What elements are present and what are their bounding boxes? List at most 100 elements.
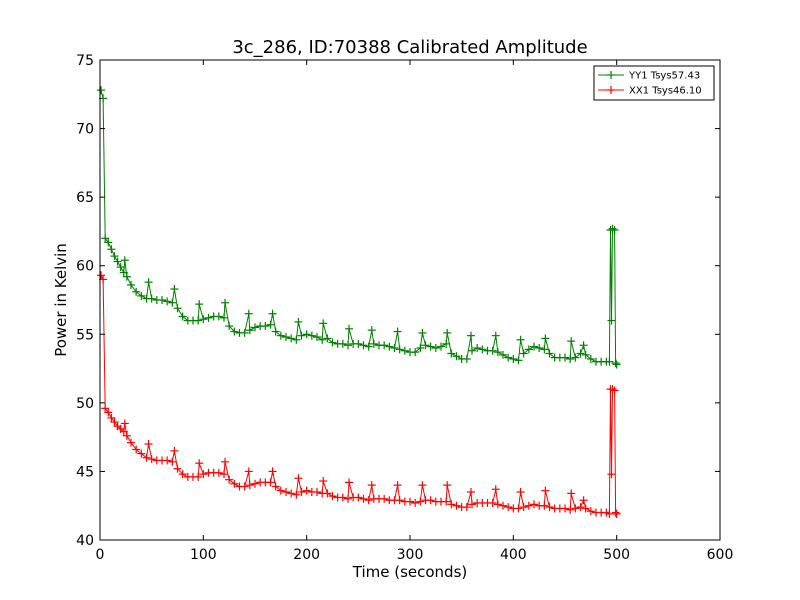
data-point	[540, 345, 549, 354]
ticks-layer: 0 100 200 300 400 500 600 40 45 50 55 60 65 70 75	[76, 53, 733, 563]
data-point	[204, 313, 213, 322]
y-tick-label: 60	[76, 259, 94, 275]
data-point	[328, 492, 337, 501]
series-yy1	[97, 86, 621, 369]
data-point	[576, 503, 585, 512]
data-point	[168, 298, 177, 307]
data-point	[607, 470, 616, 479]
data-point	[530, 342, 538, 351]
data-point	[504, 353, 513, 362]
data-point	[104, 238, 113, 247]
data-point	[266, 478, 275, 487]
data-point	[110, 252, 119, 261]
data-point	[276, 331, 285, 340]
data-point	[230, 479, 239, 488]
data-point	[466, 488, 475, 496]
data-point	[524, 501, 533, 510]
data-point	[163, 456, 172, 465]
data-point	[468, 346, 476, 355]
data-point	[466, 331, 475, 340]
legend: YY1 Tsys57.43 XX1 Tsys46.10	[593, 65, 715, 101]
data-point	[127, 438, 135, 447]
data-point	[147, 294, 156, 303]
data-point	[514, 356, 523, 365]
data-point	[493, 348, 502, 357]
data-point	[287, 489, 296, 498]
data-point	[261, 322, 270, 331]
data-point	[488, 346, 497, 355]
data-point	[292, 335, 301, 344]
data-point	[442, 497, 451, 506]
data-point	[120, 419, 129, 428]
data-point	[447, 500, 456, 509]
data-point	[168, 457, 177, 466]
data-point	[195, 300, 204, 309]
data-point	[605, 509, 614, 518]
data-point	[608, 385, 617, 394]
legend-box	[593, 65, 715, 101]
data-point	[566, 505, 575, 514]
data-point	[576, 349, 585, 358]
series-xx1	[97, 271, 621, 518]
data-point	[437, 342, 445, 351]
data-point	[418, 481, 427, 490]
legend-item: XX1 Tsys46.10	[598, 86, 702, 97]
data-point	[499, 350, 507, 359]
data-point	[268, 467, 277, 476]
data-point	[400, 346, 409, 355]
data-point	[158, 296, 166, 304]
data-point	[199, 315, 208, 324]
data-point	[122, 431, 131, 440]
data-point	[116, 263, 125, 272]
data-point	[426, 496, 435, 505]
data-point	[411, 498, 420, 507]
data-point	[119, 268, 128, 277]
data-point	[170, 285, 179, 294]
data-point	[514, 504, 523, 513]
data-point	[443, 481, 452, 490]
data-point	[421, 341, 430, 350]
data-point	[245, 326, 254, 335]
data-point	[173, 464, 182, 473]
data-point	[287, 334, 296, 343]
data-point	[571, 504, 580, 513]
y-tick-label: 65	[76, 190, 94, 206]
data-point	[137, 449, 146, 458]
data-point	[328, 338, 337, 347]
data-point	[447, 349, 456, 358]
data-point	[97, 271, 106, 280]
data-point	[354, 493, 363, 502]
data-point	[468, 500, 476, 509]
data-point	[491, 331, 500, 340]
x-tick-label: 500	[603, 547, 630, 563]
series-line	[100, 275, 618, 515]
data-point	[220, 470, 228, 479]
series-layer	[97, 86, 621, 518]
data-point	[566, 354, 575, 363]
data-point	[297, 331, 306, 340]
data-point	[221, 457, 230, 466]
data-point	[170, 446, 179, 455]
data-point	[163, 297, 172, 306]
data-point	[113, 257, 122, 266]
data-point	[579, 496, 588, 505]
data-point	[545, 503, 554, 512]
data-point	[294, 474, 303, 483]
y-tick-label: 50	[76, 396, 94, 412]
data-point	[416, 497, 425, 506]
data-point	[313, 488, 321, 496]
data-point	[225, 322, 234, 331]
data-point	[282, 333, 290, 342]
data-point	[367, 326, 376, 335]
data-point	[319, 319, 328, 328]
data-point	[194, 472, 203, 481]
data-point	[541, 486, 550, 495]
data-point	[367, 481, 376, 490]
data-point	[524, 345, 533, 354]
data-point	[147, 455, 156, 464]
data-point	[245, 481, 254, 490]
y-axis-label: Power in Kelvin	[52, 243, 70, 357]
data-point	[338, 339, 347, 348]
data-point	[173, 304, 182, 313]
